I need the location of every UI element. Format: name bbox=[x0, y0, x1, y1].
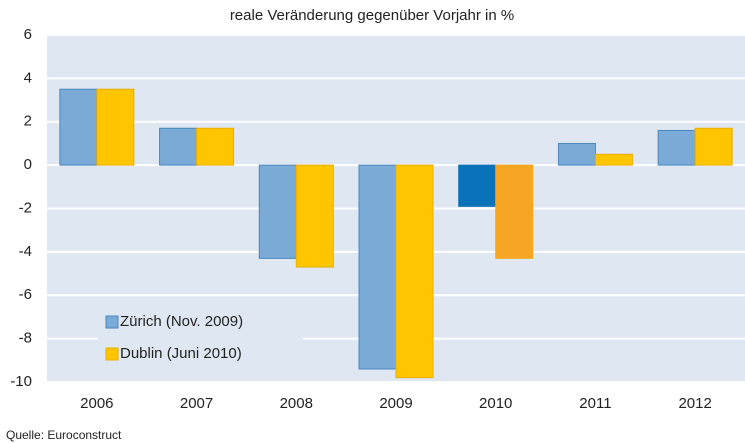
legend-swatch bbox=[105, 347, 119, 361]
bar bbox=[557, 142, 596, 166]
x-tick-label: 2007 bbox=[180, 395, 213, 412]
x-tick-label: 2006 bbox=[80, 395, 113, 412]
y-tick-label: -4 bbox=[19, 243, 32, 260]
bar bbox=[358, 164, 397, 370]
chart-title: reale Veränderung gegenüber Vorjahr in % bbox=[230, 7, 514, 24]
bar bbox=[657, 129, 696, 166]
y-tick-label: -2 bbox=[19, 199, 32, 216]
x-tick-label: 2008 bbox=[280, 395, 313, 412]
bar bbox=[395, 164, 434, 379]
bar bbox=[96, 88, 135, 166]
y-tick-label: -10 bbox=[10, 373, 32, 390]
legend-label: Zürich (Nov. 2009) bbox=[120, 313, 243, 330]
x-tick-label: 2011 bbox=[579, 395, 611, 412]
y-tick-label: 0 bbox=[24, 156, 32, 173]
y-tick-label: 2 bbox=[24, 113, 32, 130]
bar bbox=[495, 164, 534, 259]
y-tick-label: 6 bbox=[24, 26, 32, 43]
bar bbox=[59, 88, 98, 166]
legend-swatch bbox=[105, 315, 119, 329]
x-tick-label: 2009 bbox=[379, 395, 412, 412]
x-tick-label: 2010 bbox=[479, 395, 512, 412]
bar bbox=[594, 153, 633, 166]
legend-label: Dublin (Juni 2010) bbox=[120, 345, 242, 362]
bar bbox=[258, 164, 297, 259]
y-tick-label: -6 bbox=[19, 286, 32, 303]
legend-box bbox=[98, 308, 303, 370]
bar bbox=[295, 164, 334, 268]
bar bbox=[196, 127, 235, 166]
bar bbox=[694, 127, 733, 166]
source: Quelle: Euroconstruct bbox=[6, 428, 122, 442]
y-tick-label: -8 bbox=[19, 330, 32, 347]
x-tick-label: 2012 bbox=[678, 395, 711, 412]
bar bbox=[159, 127, 198, 166]
y-tick-label: 4 bbox=[24, 69, 32, 86]
bar bbox=[458, 164, 497, 207]
